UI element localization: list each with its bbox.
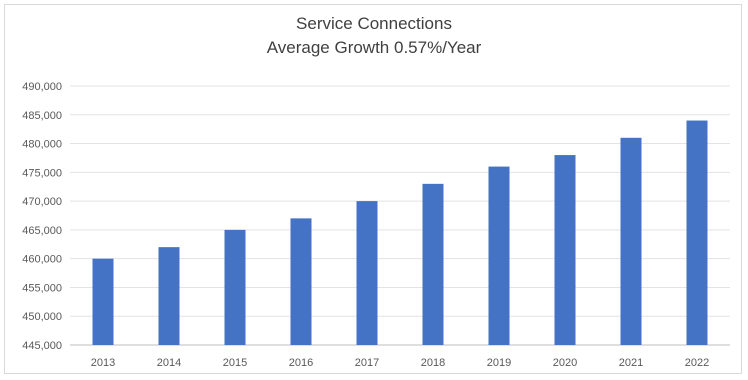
y-axis-ticks: 445,000 450,000 455,000 460,000 465,000 470,0… (22, 81, 62, 352)
x-tick-label: 2015 (223, 357, 247, 369)
gridlines (70, 85, 730, 346)
bar-2018 (422, 183, 444, 345)
y-tick-label: 460,000 (22, 254, 62, 266)
bar-2019 (488, 166, 510, 345)
y-tick-label: 445,000 (22, 340, 62, 352)
bar-2022 (686, 120, 708, 346)
bars (92, 120, 708, 346)
x-tick-label: 2019 (487, 357, 511, 369)
y-tick-label: 485,000 (22, 110, 62, 122)
y-tick-label: 465,000 (22, 225, 62, 237)
y-tick-label: 450,000 (22, 311, 62, 323)
x-tick-label: 2018 (421, 357, 445, 369)
x-tick-label: 2020 (553, 357, 577, 369)
bar-2016 (290, 218, 312, 345)
y-tick-label: 490,000 (22, 81, 62, 93)
bar-2015 (224, 229, 246, 345)
bar-2013 (92, 258, 114, 345)
x-tick-label: 2013 (91, 357, 115, 369)
y-tick-label: 455,000 (22, 282, 62, 294)
x-tick-label: 2014 (157, 357, 181, 369)
bar-2014 (158, 247, 180, 345)
bar-2020 (554, 155, 576, 345)
x-tick-label: 2016 (289, 357, 313, 369)
x-axis-ticks: 2013 2014 2015 2016 2017 2018 2019 2020 2021 2022 (91, 357, 709, 369)
x-tick-label: 2017 (355, 357, 379, 369)
y-tick-label: 480,000 (22, 139, 62, 151)
x-tick-label: 2021 (619, 357, 643, 369)
bar-2021 (620, 137, 642, 345)
chart-title: Service Connections (296, 14, 452, 33)
x-tick-label: 2022 (685, 357, 709, 369)
bar-2017 (356, 201, 378, 345)
y-tick-label: 470,000 (22, 196, 62, 208)
chart-subtitle: Average Growth 0.57%/Year (266, 38, 482, 57)
y-tick-label: 475,000 (22, 167, 62, 179)
